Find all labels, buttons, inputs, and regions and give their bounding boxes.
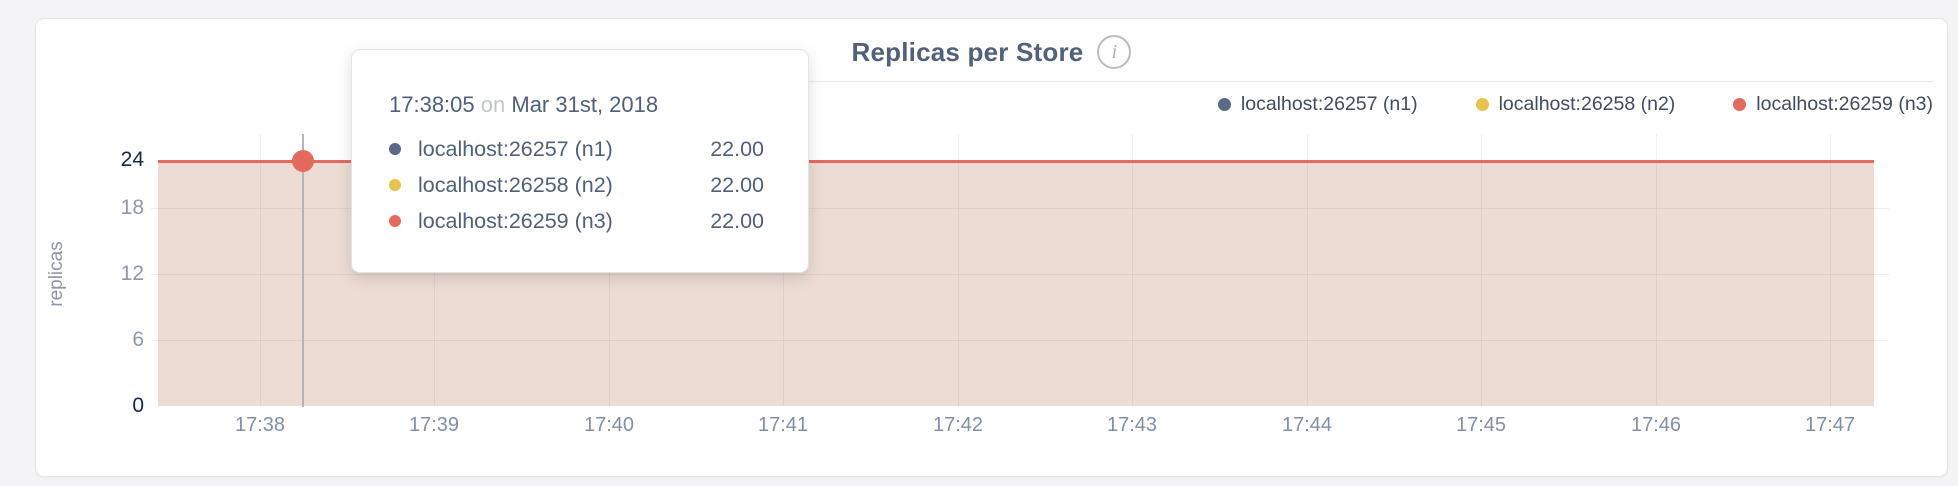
hover-guideline [302,134,304,407]
hover-tooltip: 17:38:05 on Mar 31st, 2018 localhost:262… [351,49,809,273]
legend-item-n1[interactable]: localhost:26257 (n1) [1217,93,1418,116]
legend-dot-n1 [1217,98,1231,111]
info-icon[interactable]: i [1097,35,1132,69]
gridline-x1745 [1481,134,1482,406]
xtick-1739: 17:39 [408,414,460,436]
gridline-y6 [151,340,1889,341]
tooltip-series-value: 22.00 [710,172,764,197]
xtick-1738: 17:38 [234,414,286,436]
legend-item-n2[interactable]: localhost:26258 (n2) [1475,93,1676,116]
xtick-1744: 17:44 [1281,414,1333,436]
header-divider [636,81,1933,82]
series-line-22[interactable] [158,160,1874,163]
gridline-x1746 [1656,134,1657,406]
tooltip-row-n2: localhost:26258 (n2) 22.00 [389,167,770,203]
series-dot-n2 [389,179,401,191]
tooltip-series-label: localhost:26258 (n2) [418,172,613,197]
series-dot-n3 [389,215,401,227]
legend-dot-n2 [1475,98,1489,111]
legend: localhost:26257 (n1) localhost:26258 (n2… [1217,93,1933,116]
xtick-1745: 17:45 [1455,414,1507,436]
legend-dot-n3 [1733,98,1747,111]
tooltip-row-n3: localhost:26259 (n3) 22.00 [389,203,770,239]
tooltip-date: Mar 31st, 2018 [511,92,659,117]
gridline-x1747 [1830,134,1831,406]
gridline-x1742 [958,134,959,406]
tooltip-row-n1: localhost:26257 (n1) 22.00 [389,131,770,167]
chart-title: Replicas per Store [851,36,1084,67]
chart-card: Replicas per Store i localhost:26257 (n1… [35,18,1948,477]
gridline-x1743 [1132,134,1133,406]
gridline-x1744 [1307,134,1308,406]
tooltip-rows: localhost:26257 (n1) 22.00 localhost:262… [389,131,770,239]
legend-label: localhost:26257 (n1) [1240,93,1418,115]
tooltip-timestamp: 17:38:05 on Mar 31st, 2018 [389,92,770,118]
xtick-1742: 17:42 [932,414,984,436]
tooltip-series-label: localhost:26257 (n1) [418,136,613,161]
xtick-1743: 17:43 [1106,414,1158,436]
tooltip-time: 17:38:05 [389,92,475,117]
tooltip-series-value: 22.00 [710,208,764,233]
xtick-1747: 17:47 [1804,414,1856,436]
ytick-0: 0 [132,394,144,417]
ytick-6: 6 [132,328,144,351]
xtick-1746: 17:46 [1630,414,1682,436]
ytick-12: 12 [120,262,144,285]
ytick-24: 24 [120,148,144,171]
tooltip-series-label: localhost:26259 (n3) [418,208,613,233]
legend-label: localhost:26258 (n2) [1498,93,1676,115]
gridline-x1738 [260,134,261,406]
ytick-18: 18 [120,196,144,219]
series-dot-n1 [389,143,401,155]
y-axis-title: replicas [46,241,67,307]
tooltip-series-value: 22.00 [710,136,764,161]
gridline-y12 [151,274,1889,275]
hover-point-marker[interactable] [292,150,314,172]
chart-header: Replicas per Store i [36,35,1947,69]
legend-item-n3[interactable]: localhost:26259 (n3) [1733,93,1933,116]
gridline-y18 [151,208,1889,209]
tooltip-preposition: on [480,92,506,117]
legend-label: localhost:26259 (n3) [1756,93,1933,115]
xtick-1741: 17:41 [757,414,809,436]
xtick-1740: 17:40 [583,414,635,436]
